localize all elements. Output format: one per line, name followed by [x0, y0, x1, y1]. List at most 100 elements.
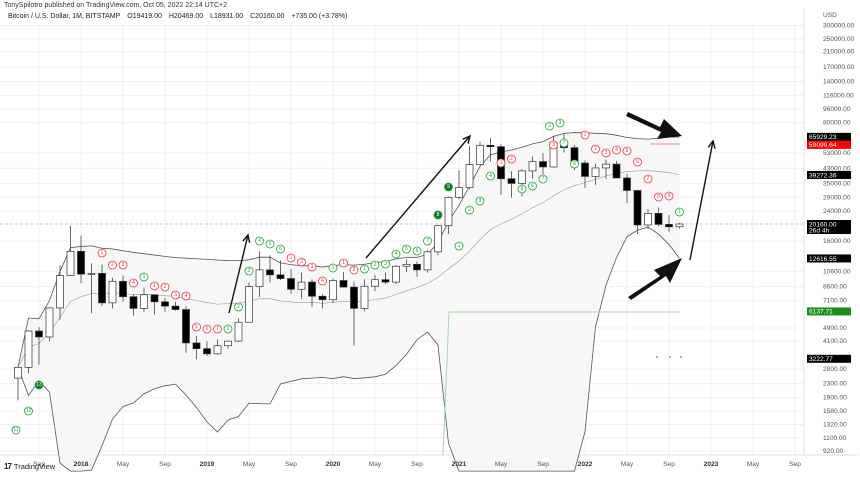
svg-text:4100.00: 4100.00 — [823, 338, 847, 345]
svg-text:1: 1 — [458, 243, 461, 249]
svg-text:4900.00: 4900.00 — [823, 325, 847, 332]
svg-text:5: 5 — [269, 241, 272, 247]
svg-text:5: 5 — [626, 148, 629, 154]
svg-text:Sep: Sep — [537, 461, 549, 468]
svg-text:96000.00: 96000.00 — [823, 106, 851, 113]
svg-text:7: 7 — [563, 140, 566, 146]
svg-text:20160.00: 20160.00 — [809, 221, 837, 228]
svg-text:2: 2 — [510, 156, 513, 162]
svg-text:2: 2 — [164, 284, 167, 290]
svg-text:2: 2 — [374, 262, 377, 268]
ohlc-close: C20160.00 — [250, 13, 285, 20]
svg-text:2021: 2021 — [452, 461, 467, 468]
svg-text:1320.00: 1320.00 — [823, 421, 847, 428]
svg-text:3: 3 — [122, 262, 125, 268]
svg-text:2800.00: 2800.00 — [823, 366, 847, 373]
svg-text:Sep: Sep — [663, 461, 675, 468]
svg-text:4: 4 — [321, 278, 324, 284]
svg-text:2019: 2019 — [200, 461, 215, 468]
svg-text:USD: USD — [823, 12, 837, 19]
svg-text:12: 12 — [26, 408, 32, 414]
svg-text:65929.23: 65929.23 — [809, 134, 837, 141]
svg-text:2023: 2023 — [704, 461, 719, 468]
svg-text:6137.71: 6137.71 — [809, 309, 833, 316]
svg-text:4: 4 — [132, 280, 135, 286]
svg-text:4: 4 — [489, 173, 492, 179]
svg-text:Sep: Sep — [159, 461, 171, 468]
svg-text:1: 1 — [363, 266, 366, 272]
svg-text:250000.00: 250000.00 — [823, 36, 855, 43]
svg-text:1900.00: 1900.00 — [823, 395, 847, 402]
symbol-legend: Bitcoin / U.S. Dollar, 1M, BITSTAMP O194… — [8, 13, 352, 20]
svg-text:May: May — [117, 461, 130, 468]
svg-text:7100.00: 7100.00 — [823, 298, 847, 305]
svg-text:16000.00: 16000.00 — [823, 238, 851, 245]
svg-text:5: 5 — [195, 324, 198, 330]
svg-text:1: 1 — [227, 326, 230, 332]
svg-text:2022: 2022 — [578, 461, 593, 468]
svg-text:2: 2 — [468, 207, 471, 213]
svg-text:3: 3 — [311, 264, 314, 270]
svg-text:2018: 2018 — [74, 461, 89, 468]
svg-text:3: 3 — [479, 198, 482, 204]
price-axis[interactable]: USD 300000.00 250000.00 210000.00 170000.00 1… — [823, 12, 855, 455]
ohlc-high: H20469.00 — [168, 13, 204, 20]
svg-text:2300.00: 2300.00 — [823, 381, 847, 388]
svg-text:4: 4 — [395, 251, 398, 257]
svg-text:8: 8 — [437, 212, 440, 218]
svg-text:1: 1 — [101, 250, 104, 256]
svg-text:53000.00: 53000.00 — [823, 150, 851, 157]
svg-text:1: 1 — [500, 160, 503, 166]
svg-text:2: 2 — [353, 267, 356, 273]
svg-text:210000.00: 210000.00 — [823, 49, 855, 56]
svg-text:13: 13 — [36, 382, 42, 388]
svg-text:6: 6 — [206, 326, 209, 332]
time-axis[interactable]: Sep 2018 May Sep 2019 May Sep 2020 May Sep 2021 May… — [33, 461, 801, 468]
svg-text:1: 1 — [153, 283, 156, 289]
svg-text:1100.00: 1100.00 — [823, 435, 847, 442]
svg-text:35000.00: 35000.00 — [823, 180, 851, 187]
svg-text:39272.36: 39272.36 — [809, 172, 837, 179]
svg-text:May: May — [621, 461, 634, 468]
svg-text:4: 4 — [185, 293, 188, 299]
svg-text:1: 1 — [678, 209, 681, 215]
ohlc-low: L18931.00 — [210, 13, 244, 20]
ohlc-open: O19419.00 — [127, 13, 162, 20]
svg-text:2: 2 — [111, 262, 114, 268]
svg-text:7: 7 — [216, 326, 219, 332]
svg-text:29000.00: 29000.00 — [823, 194, 851, 201]
svg-text:9: 9 — [447, 184, 450, 190]
svg-text:43000.00: 43000.00 — [823, 165, 851, 172]
svg-text:3: 3 — [552, 142, 555, 148]
svg-text:5: 5 — [405, 246, 408, 252]
tradingview-brand: TradingView — [13, 462, 56, 471]
svg-text:1: 1 — [290, 255, 293, 261]
tradingview-mark-icon: 17 — [4, 462, 12, 471]
svg-text:8600.00: 8600.00 — [823, 284, 847, 291]
symbol-title: Bitcoin / U.S. Dollar, 1M, BITSTAMP — [8, 13, 121, 20]
svg-text:24000.00: 24000.00 — [823, 208, 851, 215]
svg-text:May: May — [495, 461, 508, 468]
svg-text:2: 2 — [594, 146, 597, 152]
svg-text:May: May — [747, 461, 760, 468]
published-info: TonySpilotro published on TradingView.co… — [4, 2, 228, 9]
svg-text:6: 6 — [279, 246, 282, 252]
svg-text:6: 6 — [416, 248, 419, 254]
svg-text:1580.00: 1580.00 — [823, 408, 847, 415]
svg-text:7: 7 — [542, 176, 545, 182]
svg-text:1: 1 — [332, 265, 335, 271]
ohlc-change: +735.00 (+3.78%) — [291, 13, 348, 20]
svg-text:1: 1 — [143, 274, 146, 280]
svg-text:3222.77: 3222.77 — [809, 356, 833, 363]
svg-text:3: 3 — [248, 268, 251, 274]
svg-text:8: 8 — [573, 161, 576, 167]
svg-text:1: 1 — [584, 132, 587, 138]
svg-text:116000.00: 116000.00 — [823, 92, 854, 99]
svg-text:26d 4h: 26d 4h — [809, 228, 830, 235]
svg-text:300000.00: 300000.00 — [823, 22, 855, 29]
tradingview-logo[interactable]: 17 TradingView — [4, 462, 55, 471]
svg-text:12616.55: 12616.55 — [809, 256, 837, 263]
